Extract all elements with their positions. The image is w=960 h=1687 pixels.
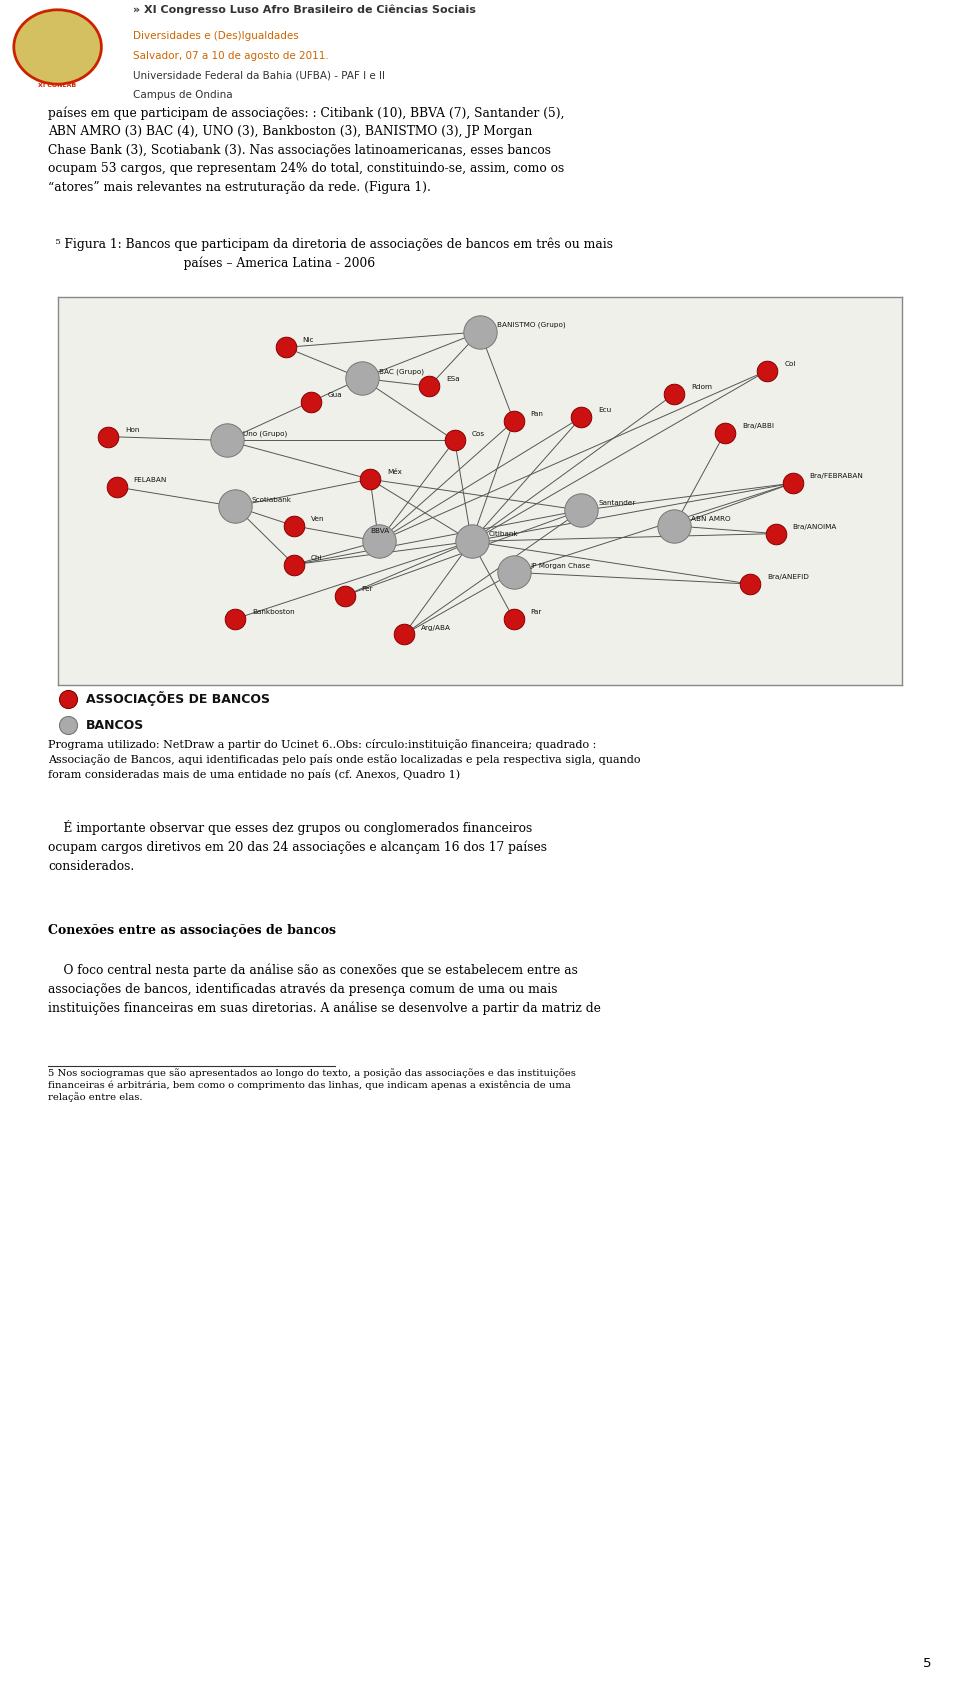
Text: Chi: Chi [311,555,323,560]
Text: Uno (Grupo): Uno (Grupo) [244,430,288,437]
Text: Pan: Pan [531,412,543,417]
Text: Gua: Gua [328,391,343,398]
Text: 5 Nos sociogramas que são apresentados ao longo do texto, a posição das associaç: 5 Nos sociogramas que são apresentados a… [48,1068,576,1102]
Text: BANCOS: BANCOS [85,719,144,732]
Text: Bra/ANOIMA: Bra/ANOIMA [793,523,837,530]
Text: Hon: Hon [125,427,139,434]
Text: Conexões entre as associações de bancos: Conexões entre as associações de bancos [48,924,336,938]
Text: É importante observar que esses dez grupos ou conglomerados financeiros
ocupam c: É importante observar que esses dez grup… [48,820,547,872]
Text: Scotiabank: Scotiabank [252,496,292,503]
Text: Universidade Federal da Bahia (UFBA) - PAF I e II: Universidade Federal da Bahia (UFBA) - P… [133,71,385,81]
Text: Campus de Ondina: Campus de Ondina [133,89,232,100]
Text: BBVA: BBVA [371,528,390,533]
Text: Bra/FEBRABAN: Bra/FEBRABAN [809,474,863,479]
Text: ESa: ESa [446,376,460,383]
Text: Citibank: Citibank [489,531,518,538]
Text: Ven: Ven [311,516,324,521]
Text: Programa utilizado: NetDraw a partir do Ucinet 6..Obs: círculo:instituição finan: Programa utilizado: NetDraw a partir do … [48,739,640,779]
Text: Bra/ANEFID: Bra/ANEFID [767,574,809,580]
Text: Arg/ABA: Arg/ABA [420,624,451,631]
Text: 5: 5 [923,1657,931,1670]
Text: BAC (Grupo): BAC (Grupo) [378,368,423,375]
Text: FELABAN: FELABAN [133,477,167,482]
Text: » XI Congresso Luso Afro Brasileiro de Ciências Sociais: » XI Congresso Luso Afro Brasileiro de C… [133,5,476,15]
Text: Diversidades e (Des)Igualdades: Diversidades e (Des)Igualdades [133,32,299,40]
Text: Salvador, 07 a 10 de agosto de 2011.: Salvador, 07 a 10 de agosto de 2011. [133,51,329,61]
Text: Rdom: Rdom [691,385,712,390]
Text: Par: Par [531,609,542,616]
Text: Per: Per [362,585,373,592]
Circle shape [13,10,102,84]
Text: Ecu: Ecu [598,407,612,413]
Text: Nic: Nic [302,337,314,344]
Text: Bankboston: Bankboston [252,609,295,616]
Text: Bra/ABBI: Bra/ABBI [742,423,774,428]
Text: ⁵ Figura 1: Bancos que participam da diretoria de associações de bancos em três : ⁵ Figura 1: Bancos que participam da dir… [48,238,613,270]
Text: ASSOCIAÇÕES DE BANCOS: ASSOCIAÇÕES DE BANCOS [85,692,270,707]
Text: Méx: Méx [387,469,402,476]
Text: O foco central nesta parte da análise são as conexões que se estabelecem entre a: O foco central nesta parte da análise sã… [48,963,601,1016]
Text: Cos: Cos [471,430,485,437]
Text: XI CONLAB: XI CONLAB [38,83,77,88]
Text: BANISTMO (Grupo): BANISTMO (Grupo) [497,322,565,327]
Text: países em que participam de associações: : Citibank (10), BBVA (7), Santander (5: países em que participam de associações:… [48,106,564,194]
Text: JP Morgan Chase: JP Morgan Chase [531,562,590,569]
Text: Santander: Santander [598,501,636,506]
Text: Col: Col [784,361,796,366]
Text: ABN AMRO: ABN AMRO [691,516,731,521]
